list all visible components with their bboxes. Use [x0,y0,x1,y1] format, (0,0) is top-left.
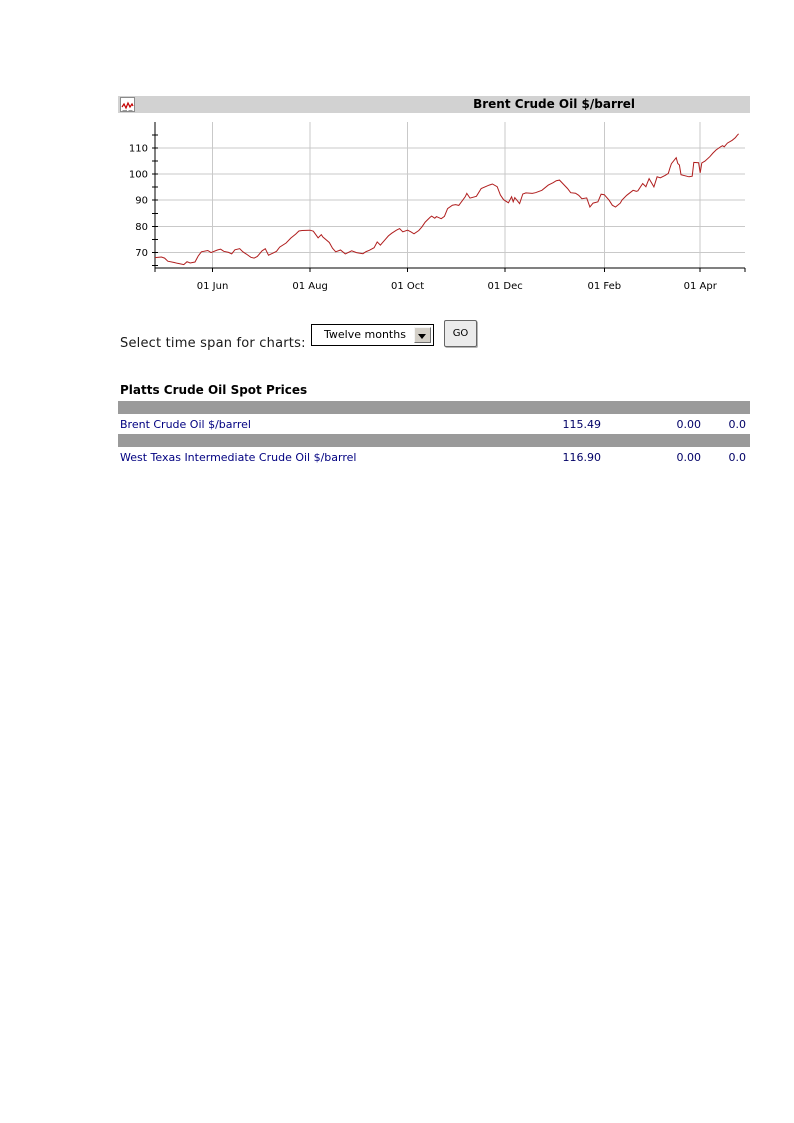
table-heading: Platts Crude Oil Spot Prices [120,383,308,397]
price-chart: 70 80 90 100 110 01 Jun 01 Aug 01 Oct 01 Dec 01 F… [129,122,746,292]
select-dropdown-button[interactable] [414,327,431,343]
wti-crude-link[interactable]: West Texas Intermediate Crude Oil $/barr… [120,450,357,464]
chart-title: Brent Crude Oil $/barrel [473,97,636,111]
time-span-label: Select time span for charts: [120,336,306,351]
time-span-selected-value: Twelve months [324,328,406,341]
brent-price-line [154,133,739,266]
svg-text:110: 110 [129,144,148,155]
table-row: West Texas Intermediate Crude Oil $/barr… [118,447,750,467]
svg-text:01 Dec: 01 Dec [488,281,523,292]
brent-change-pct: 0.0 [728,417,747,431]
svg-text:01 Feb: 01 Feb [587,281,621,292]
svg-text:70: 70 [135,248,148,259]
svg-text:100: 100 [129,170,148,181]
chevron-down-icon [418,334,426,343]
svg-text:01 Jun: 01 Jun [197,281,229,292]
separator-bar [118,401,750,414]
wti-change-pct: 0.0 [728,450,747,464]
mini-line-chart-icon [120,97,135,112]
time-span-select[interactable]: Twelve months [311,324,434,346]
brent-crude-link[interactable]: Brent Crude Oil $/barrel [120,417,251,431]
svg-text:90: 90 [135,196,148,207]
chart-title-bar: Brent Crude Oil $/barrel [118,96,750,113]
separator-bar [118,434,750,447]
wti-last-price: 116.90 [562,450,602,464]
brent-change: 0.00 [676,417,702,431]
wti-change: 0.00 [676,450,702,464]
svg-text:01 Apr: 01 Apr [684,281,718,292]
table-row: Brent Crude Oil $/barrel 115.49 0.00 0.0 [118,414,750,434]
go-button[interactable]: GO [444,320,477,347]
svg-text:01 Aug: 01 Aug [292,281,327,292]
svg-text:01 Oct: 01 Oct [391,281,424,292]
brent-last-price: 115.49 [562,417,602,431]
svg-text:80: 80 [135,222,148,233]
